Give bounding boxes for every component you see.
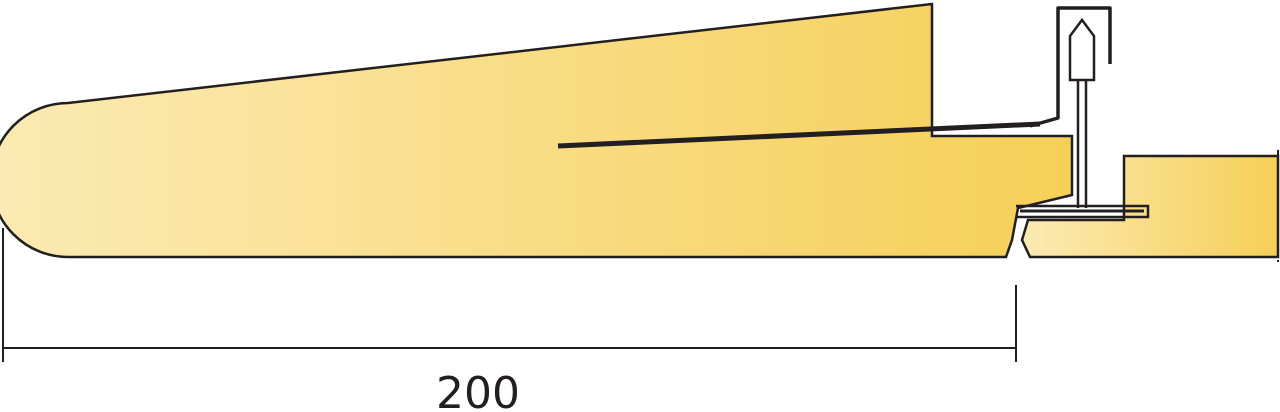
main-board-profile [0, 2, 1074, 259]
fixing-clip-hook [1029, 6, 1112, 128]
fixing-clip-arrowhead [1068, 17, 1096, 82]
groove-slot [1016, 204, 1150, 219]
fastener-shank [557, 121, 1041, 149]
dimension-label: 200 [436, 368, 520, 412]
fixing-clip-stem [1076, 80, 1088, 208]
